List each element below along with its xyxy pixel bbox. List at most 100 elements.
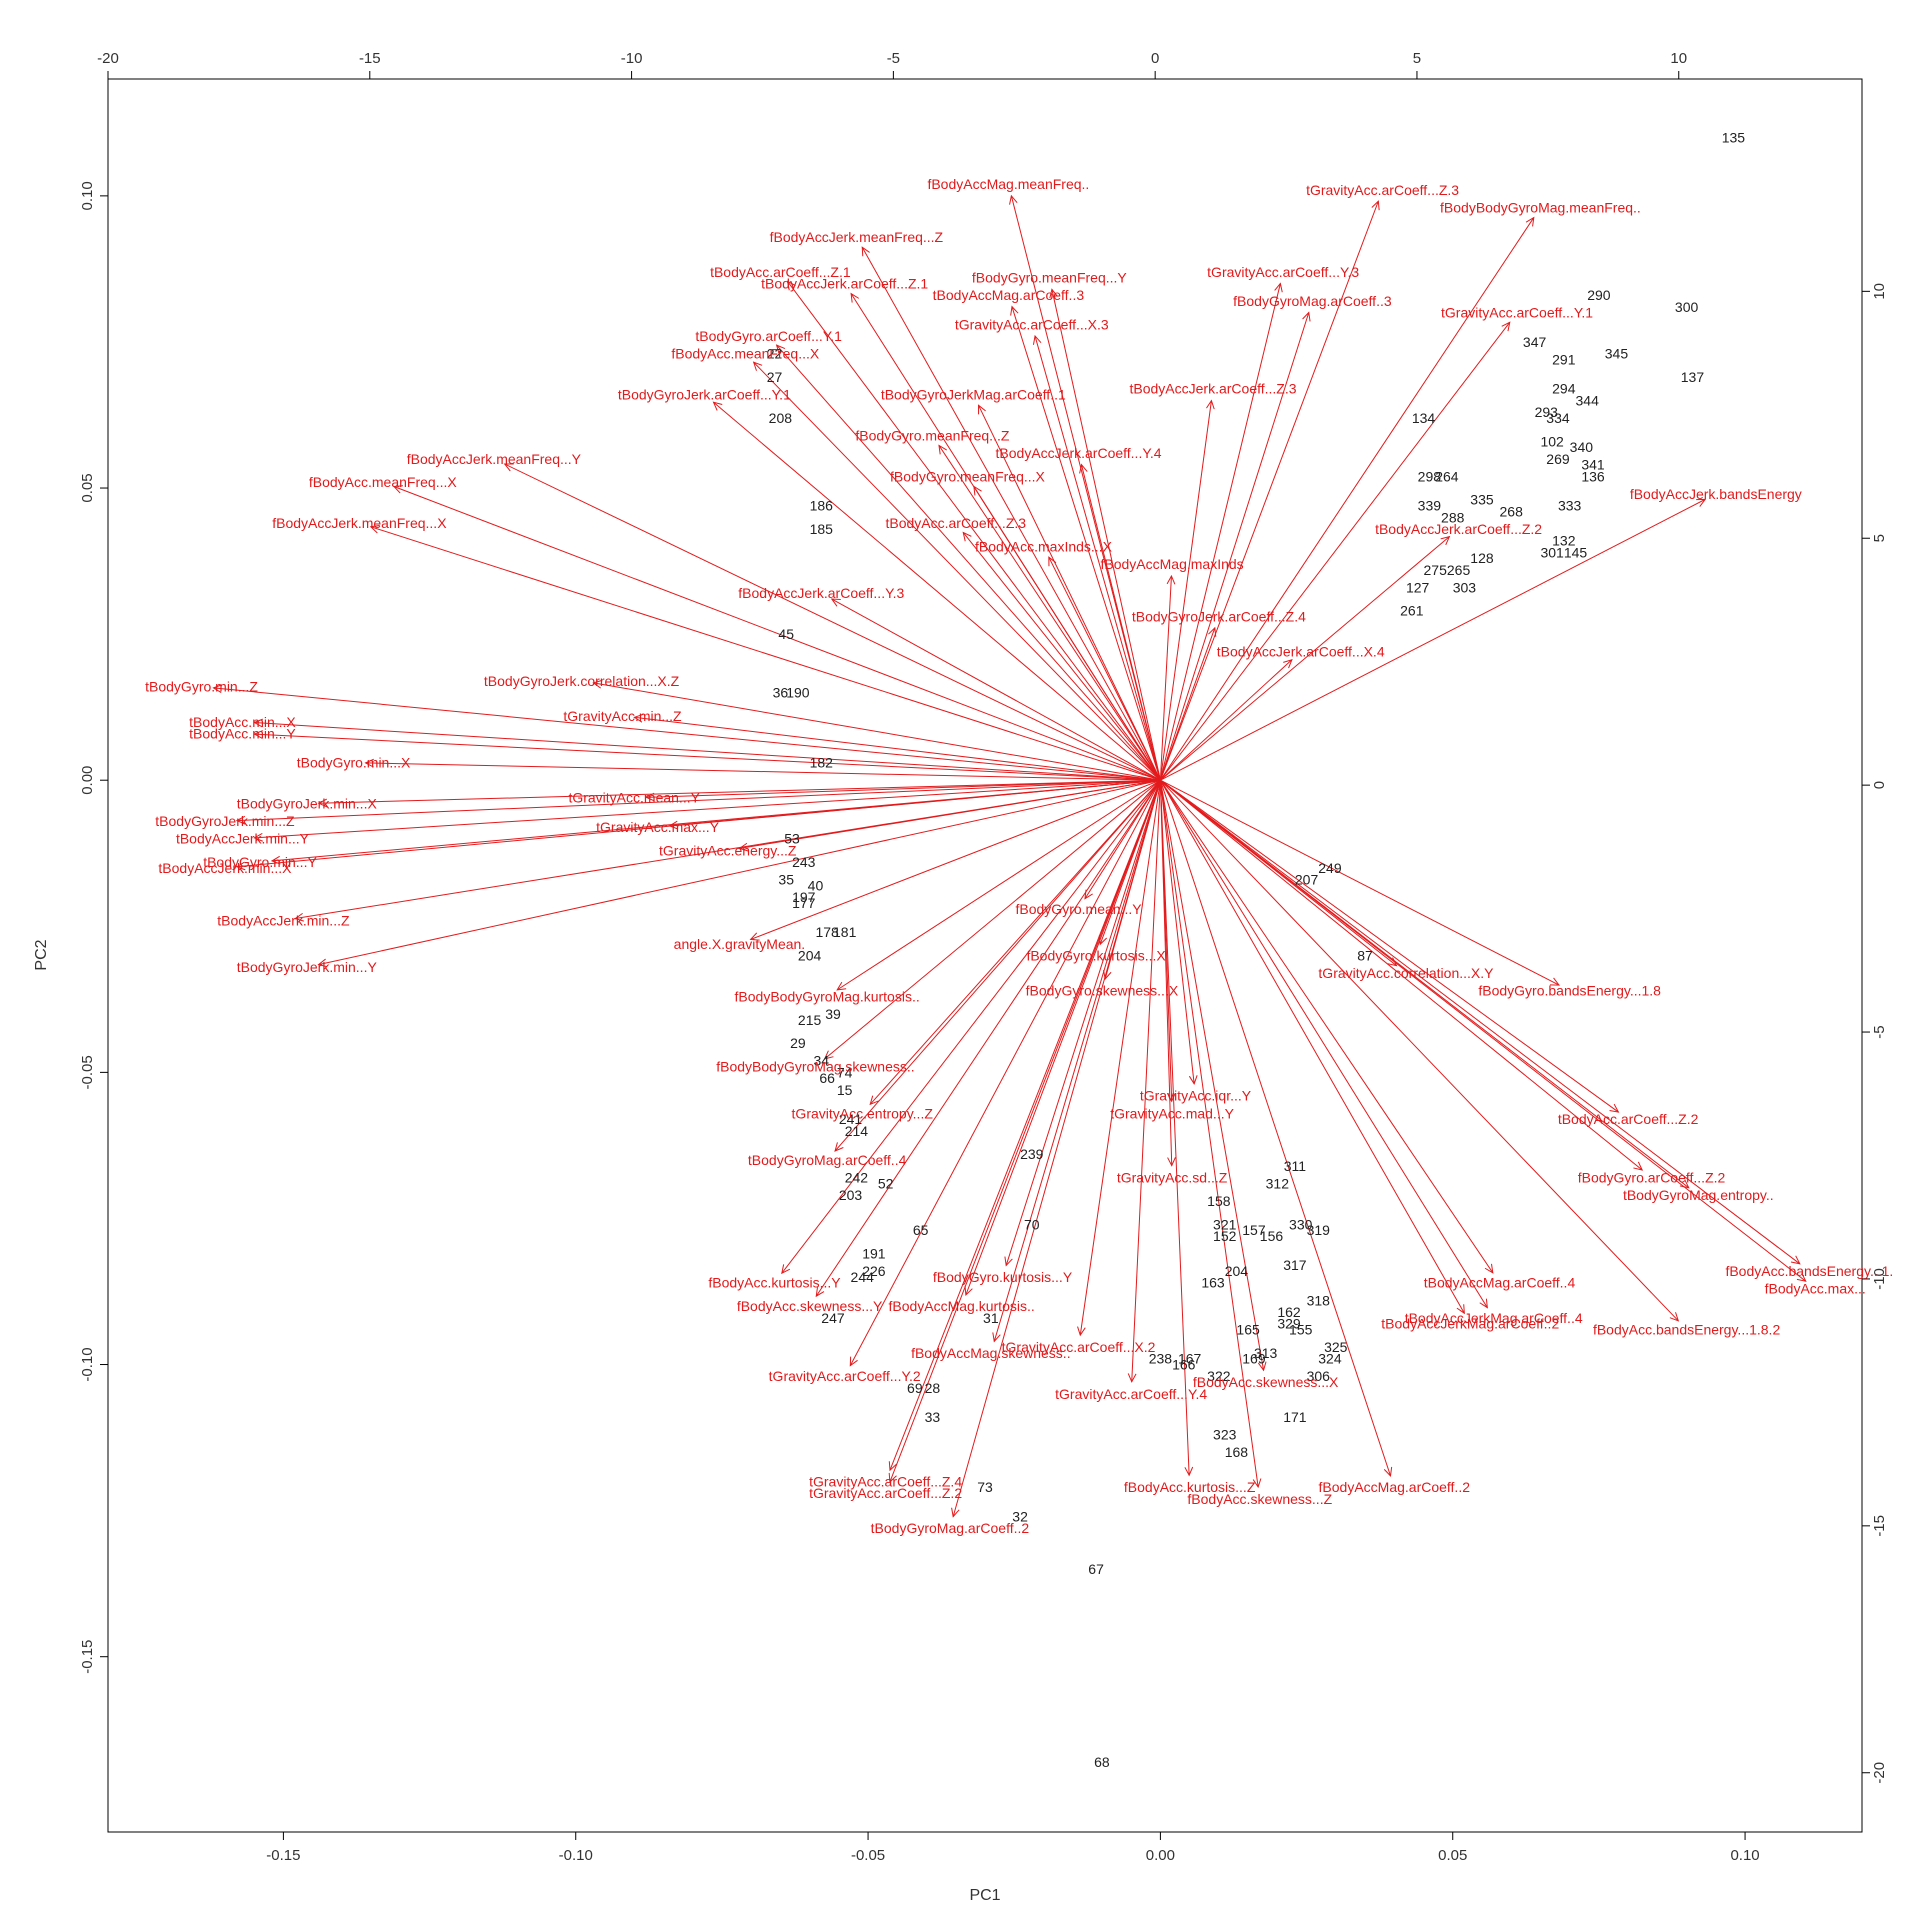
arrow-head <box>888 1472 897 1483</box>
y-axis-tick-label: 0.05 <box>79 473 96 502</box>
loading-arrow <box>393 486 1161 781</box>
variable-label: fBodyAcc.maxInds...X <box>975 538 1113 554</box>
right-axis-tick-label: 0 <box>1871 781 1888 789</box>
top-axis-tick-label: -20 <box>97 50 119 67</box>
observation-label: 323 <box>1213 1427 1237 1443</box>
observation-label: 191 <box>862 1246 886 1262</box>
arrow-head <box>1048 556 1057 567</box>
variable-label: tBodyAccJerk.min...X <box>158 860 292 876</box>
variable-label: tBodyAcc.arCoeff...Z.2 <box>1558 1111 1699 1127</box>
loading-arrow <box>993 780 1161 1342</box>
observation-label: 335 <box>1470 492 1494 508</box>
loading-arrow <box>787 281 1161 781</box>
arrow-head <box>1049 288 1058 299</box>
arrow-head <box>1669 1312 1680 1322</box>
observation-label: 134 <box>1412 410 1436 426</box>
arrow-head <box>317 798 328 808</box>
arrow-head <box>964 1285 973 1296</box>
y-axis-tick-label: -0.05 <box>79 1055 96 1089</box>
variable-label: tBodyGyroMag.arCoeff..2 <box>871 1520 1030 1536</box>
variable-label: fBodyAcc.meanFreq...X <box>309 474 458 490</box>
variable-label: tBodyAccJerkMag.arCoeff..2 <box>1381 1316 1559 1332</box>
variable-label: tBodyGyroMag.entropy.. <box>1623 1187 1774 1203</box>
observation-label: 312 <box>1266 1175 1290 1191</box>
observation-label: 269 <box>1546 451 1570 467</box>
observation-label: 34 <box>814 1053 830 1069</box>
observation-label: 181 <box>833 924 857 940</box>
variable-label: tBodyGyroJerk.min...Y <box>237 959 378 975</box>
variable-label: tGravityAcc.arCoeff...Y.1 <box>1441 305 1593 321</box>
observation-label: 275 <box>1424 562 1448 578</box>
variable-label: fBodyGyro.kurtosis...Y <box>933 1269 1073 1285</box>
loading-arrow <box>815 779 1161 1297</box>
variable-label: tBodyGyroJerk.correlation...X.Z <box>484 673 680 689</box>
variable-label: tBodyAccJerk.min...Y <box>176 831 310 847</box>
loading-arrow <box>213 687 1161 781</box>
arrow-head <box>951 1507 960 1518</box>
variable-label: fBodyAccMag.maxInds <box>1101 556 1244 572</box>
variable-label: tBodyAccMag.arCoeff..3 <box>933 287 1085 303</box>
loading-arrow <box>1099 780 1161 945</box>
observation-label: 178 <box>815 924 839 940</box>
arrow-head <box>752 361 763 371</box>
arrow-head <box>1009 194 1018 205</box>
observation-label: 39 <box>825 1006 841 1022</box>
variable-label: tBodyAccJerk.arCoeff...X.4 <box>1217 644 1385 660</box>
arrow-head <box>1079 463 1088 474</box>
observation-label: 265 <box>1447 562 1471 578</box>
variable-label: fBodyAccMag.arCoeff..2 <box>1319 1479 1471 1495</box>
loading-arrow <box>849 779 1161 1366</box>
arrow-head <box>235 861 246 871</box>
right-axis-tick-label: -10 <box>1871 1268 1888 1290</box>
variable-label: tBodyGyro.min...Y <box>203 854 317 870</box>
y-axis-tick-label: 0.00 <box>79 766 96 795</box>
variable-label: tBodyAccJerk.arCoeff...Z.3 <box>1130 381 1297 397</box>
observation-label: 155 <box>1289 1321 1313 1337</box>
observation-label: 261 <box>1400 603 1424 619</box>
variable-label: fBodyAcc.max... <box>1765 1281 1866 1297</box>
arrow-head <box>1283 658 1293 669</box>
observation-label: 239 <box>1020 1146 1044 1162</box>
arrow-head <box>1167 1157 1176 1167</box>
arrow-head <box>823 1050 834 1060</box>
observation-label: 322 <box>1207 1368 1231 1384</box>
variable-label: tBodyAccMag.arCoeff..4 <box>1424 1275 1576 1291</box>
observation-label: 29 <box>790 1035 806 1051</box>
arrow-head <box>1456 1304 1465 1315</box>
variable-label: fBodyAcc.skewness...Y <box>737 1298 883 1314</box>
top-axis-tick-label: 0 <box>1151 50 1159 67</box>
right-axis-tick-label: -5 <box>1871 1025 1888 1038</box>
observation-label: 204 <box>1225 1263 1249 1279</box>
variable-label: tBodyGyroJerk.min...X <box>237 796 378 812</box>
observation-label: 27 <box>767 369 783 385</box>
observation-label: 67 <box>1088 1561 1104 1577</box>
variable-label: tGravityAcc.sd...Z <box>1117 1170 1228 1186</box>
observation-label: 65 <box>913 1222 929 1238</box>
loading-arrow <box>1160 779 1619 1113</box>
observation-label: 190 <box>786 685 810 701</box>
variable-label: fBodyGyro.meanFreq...X <box>890 468 1046 484</box>
loading-arrow <box>1159 575 1172 781</box>
observation-label: 74 <box>837 1064 853 1080</box>
variable-label: fBodyAccJerk.meanFreq...Z <box>770 229 944 245</box>
observation-label: 242 <box>845 1170 869 1186</box>
loading-arrow <box>1160 659 1293 781</box>
observation-label: 137 <box>1681 369 1705 385</box>
arrow-head <box>1796 1272 1807 1282</box>
variable-label: tBodyAccJerk.arCoeff...Z.2 <box>1375 521 1542 537</box>
observation-label: 169 <box>1242 1351 1266 1367</box>
loading-arrow <box>836 779 1161 991</box>
arrow-head <box>712 401 723 411</box>
variable-label: tBodyAcc.arCoeff...Z.3 <box>885 515 1026 531</box>
observation-label: 345 <box>1605 346 1629 362</box>
arrow-head <box>1167 1092 1176 1103</box>
loading-arrow <box>254 722 1161 781</box>
loading-arrow <box>1084 779 1161 899</box>
observation-label: 127 <box>1406 579 1430 595</box>
arrow-head <box>1383 1466 1393 1477</box>
arrow-head <box>503 463 514 472</box>
loading-arrow <box>1034 335 1161 781</box>
arrow-head <box>849 1356 858 1367</box>
variable-label: tBodyAccJerk.arCoeff...Z.1 <box>761 276 928 292</box>
arrow-head <box>1184 1466 1194 1477</box>
